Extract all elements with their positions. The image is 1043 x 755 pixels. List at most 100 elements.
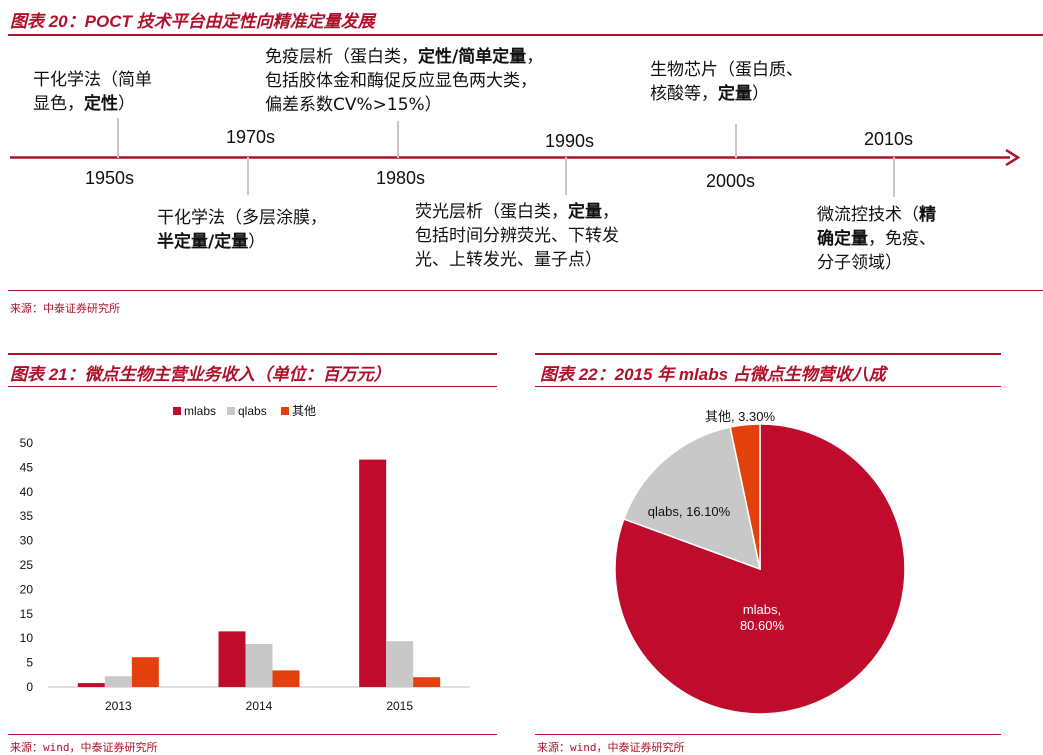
fig22-source: 来源：wind，中泰证券研究所 xyxy=(537,741,685,754)
milestone-line: 光、上转发光、量子点） xyxy=(415,250,602,270)
year-label: 2010s xyxy=(864,129,914,149)
y-tick-label: 15 xyxy=(20,607,34,621)
y-tick-label: 10 xyxy=(20,631,34,645)
milestone-text: 微流控技术（ xyxy=(817,205,919,225)
legend-swatch xyxy=(281,407,289,415)
timeline-axis xyxy=(10,148,1021,167)
year-label: 1980s xyxy=(376,168,426,188)
tick-1950s xyxy=(117,118,119,158)
fig22-title-rule xyxy=(535,386,1001,387)
milestone-text: 核酸等， xyxy=(650,84,718,104)
milestone-line: 确定量，免疫、 xyxy=(817,227,936,251)
x-tick-label: 2013 xyxy=(105,699,132,713)
fig20-top-rule xyxy=(8,34,1043,36)
milestone-line: 干化学法（多层涂膜， xyxy=(157,208,327,228)
milestone-text: ，免疫、 xyxy=(868,229,936,249)
legend-label: 其他 xyxy=(292,404,316,418)
milestone-bold-text: 确定量 xyxy=(817,229,868,249)
milestone-line: 微流控技术（精 xyxy=(817,203,936,227)
milestone-microfluidics: 微流控技术（精 确定量，免疫、 分子领域） xyxy=(817,203,936,275)
y-tick-label: 25 xyxy=(20,558,34,572)
milestone-line: 包括胶体金和酶促反应显色两大类， xyxy=(265,71,537,91)
fig21-bottom-rule xyxy=(8,734,497,735)
bar-qlabs-2015 xyxy=(386,641,414,687)
x-tick-label: 2014 xyxy=(246,699,273,713)
y-tick-label: 45 xyxy=(20,460,34,474)
milestone-text: ） xyxy=(248,232,266,252)
year-label: 1990s xyxy=(545,131,595,151)
fig20-bottom-rule xyxy=(8,290,1043,291)
legend-label: qlabs xyxy=(238,404,267,418)
y-tick-label: 50 xyxy=(20,436,34,450)
timeline-arrow-icon xyxy=(1005,148,1021,167)
y-tick-label: 20 xyxy=(20,582,34,596)
milestone-bold-text: 定性/简单定量 xyxy=(418,47,527,67)
milestone-text: ） xyxy=(752,84,769,104)
tick-1980s xyxy=(397,121,399,158)
y-tick-label: 0 xyxy=(26,680,33,694)
milestone-biochip: 生物芯片（蛋白质、 核酸等，定量） xyxy=(650,58,803,106)
legend-swatch xyxy=(227,407,235,415)
milestone-line: 生物芯片（蛋白质、 xyxy=(650,60,803,80)
milestone-line: 包括时间分辨荧光、下转发 xyxy=(415,226,619,246)
year-label: 1950s xyxy=(85,168,135,188)
pie-chart: mlabs,80.60% qlabs, 16.10% 其他, 3.30% xyxy=(614,409,906,715)
pie-slice-1 xyxy=(622,426,762,571)
tick-1970s xyxy=(247,157,249,195)
bar-qlabs-2014 xyxy=(245,644,273,687)
fig20-source: 来源：中泰证券研究所 xyxy=(10,302,120,315)
milestone-text: 荧光层析（蛋白类， xyxy=(415,202,568,222)
pie-label: mlabs, xyxy=(743,602,781,617)
milestone-bold-text: 定量 xyxy=(568,202,602,222)
x-tick-label: 2015 xyxy=(386,699,413,713)
milestone-line: 核酸等，定量） xyxy=(650,82,803,106)
milestone-bold-text: 精 xyxy=(919,205,936,225)
milestone-line: 免疫层析（蛋白类，定性/简单定量， xyxy=(265,45,543,69)
bar-其他-2013 xyxy=(131,657,159,687)
pie-slice-2 xyxy=(729,423,761,570)
milestone-text: 免疫层析（蛋白类， xyxy=(265,47,418,67)
bar-其他-2014 xyxy=(272,670,300,687)
fig21-source: 来源：wind，中泰证券研究所 xyxy=(10,741,158,754)
y-tick-label: 30 xyxy=(20,534,34,548)
milestone-bold-text: 半定量/定量 xyxy=(157,232,249,252)
tick-1990s xyxy=(565,157,567,195)
bar-其他-2015 xyxy=(413,677,441,687)
bar-mlabs-2015 xyxy=(359,459,387,687)
milestone-fluorescence: 荧光层析（蛋白类，定量， 包括时间分辨荧光、下转发 光、上转发光、量子点） xyxy=(415,200,619,272)
fig21-title-rule xyxy=(8,386,497,387)
milestone-line: 显色，定性） xyxy=(33,92,152,116)
year-label: 1970s xyxy=(226,127,276,147)
milestone-line: 半定量/定量） xyxy=(157,230,327,254)
bar-mlabs-2013 xyxy=(77,683,105,687)
fig22-bottom-rule xyxy=(535,734,1001,735)
pie-label: qlabs, 16.10% xyxy=(648,504,731,519)
fig22-title: 图表 22：2015 年 mlabs 占微点生物营收八成 xyxy=(540,365,886,384)
tick-2000s xyxy=(735,124,737,158)
milestone-text: ， xyxy=(526,47,544,67)
milestone-bold-text: 定性 xyxy=(84,94,118,114)
pie-label: 其他, 3.30% xyxy=(705,409,776,424)
legend-label: mlabs xyxy=(184,404,216,418)
legend-swatch xyxy=(173,407,181,415)
milestone-text: 显色， xyxy=(33,94,84,114)
pie-label: 80.60% xyxy=(740,618,785,633)
milestone-line: 干化学法（简单 xyxy=(33,70,152,90)
milestone-immunochromatography: 免疫层析（蛋白类，定性/简单定量， 包括胶体金和酶促反应显色两大类， 偏差系数C… xyxy=(265,45,543,117)
milestone-dry-chemistry-simple: 干化学法（简单 显色，定性） xyxy=(33,68,152,116)
y-tick-label: 40 xyxy=(20,485,34,499)
bar-mlabs-2014 xyxy=(218,631,246,687)
bar-chart: 0 5 10 15 20 25 30 35 40 45 50 2013 2014 2015 mlabs qla… xyxy=(20,404,470,713)
bar-qlabs-2013 xyxy=(104,676,132,687)
year-label: 2000s xyxy=(706,171,756,191)
milestone-dry-chemistry-multilayer: 干化学法（多层涂膜， 半定量/定量） xyxy=(157,206,327,254)
tick-2010s xyxy=(893,157,895,197)
milestone-line: 荧光层析（蛋白类，定量， xyxy=(415,200,619,224)
y-tick-label: 35 xyxy=(20,509,34,523)
milestone-line: 偏差系数CV%>15%） xyxy=(265,95,442,115)
fig21-top-rule xyxy=(8,353,497,355)
milestone-line: 分子领域） xyxy=(817,253,902,273)
fig21-title: 图表 21：微点生物主营业务收入（单位：百万元） xyxy=(10,365,391,384)
y-tick-label: 5 xyxy=(26,656,33,670)
milestone-text: ， xyxy=(602,202,619,222)
